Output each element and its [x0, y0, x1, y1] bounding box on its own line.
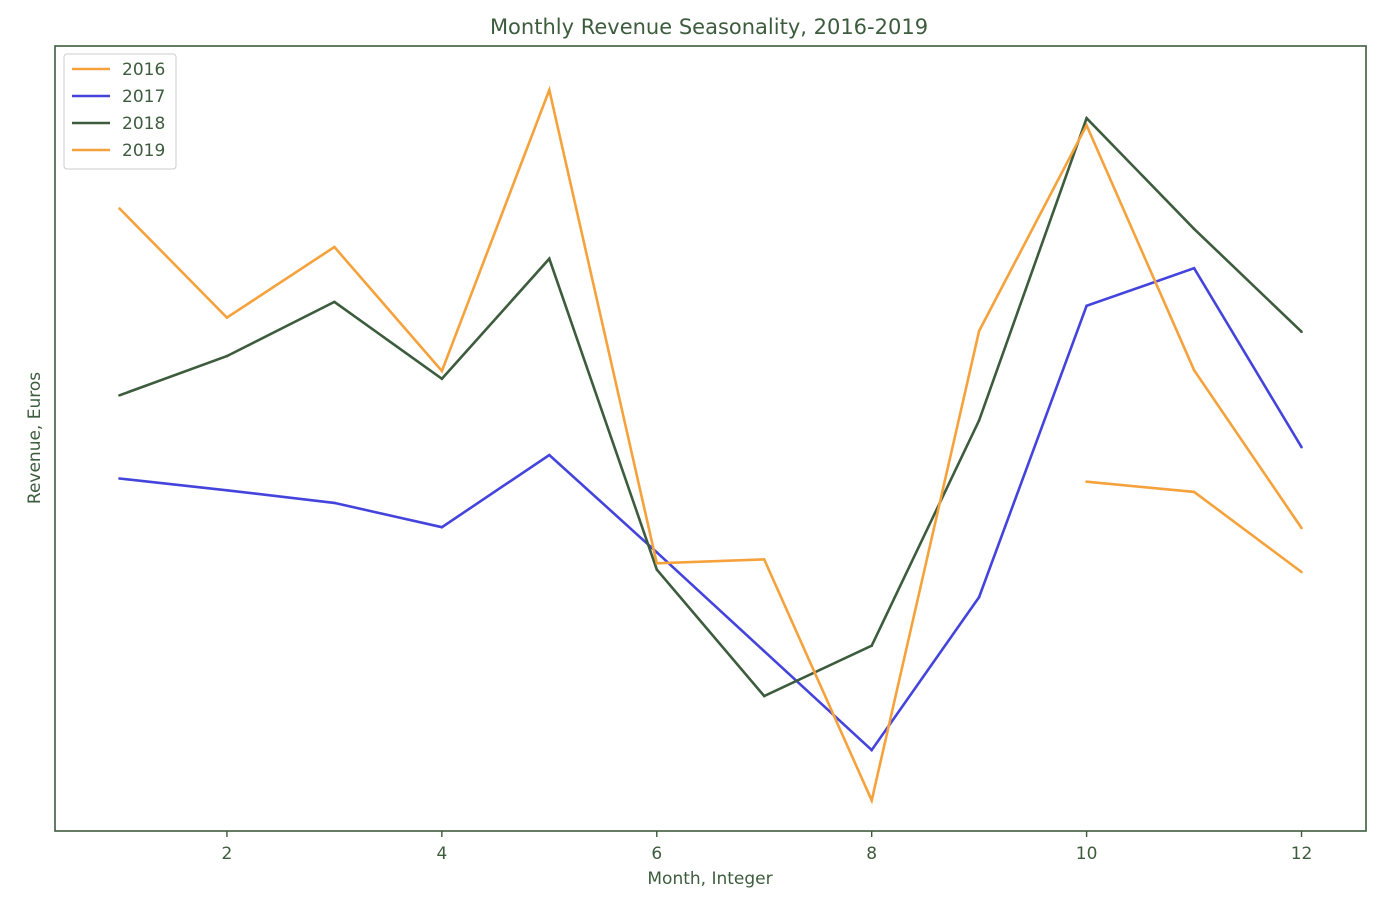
- data-point-2019-m4: [440, 369, 444, 373]
- x-tick-label-8: 8: [866, 844, 877, 864]
- data-point-2018-m5: [548, 257, 551, 261]
- data-point-2018-m10: [1085, 116, 1088, 120]
- data-point-2018-m9: [977, 419, 981, 422]
- x-tick-label-4: 4: [436, 844, 447, 864]
- data-point-2017-m4: [440, 525, 444, 529]
- legend-box: [63, 53, 177, 170]
- data-point-2019-m2: [225, 316, 229, 319]
- data-point-2019-m11: [1192, 368, 1196, 372]
- data-point-2016-m11: [1192, 490, 1196, 494]
- series-line-2019: [118, 85, 1303, 805]
- series-line-2018: [119, 115, 1303, 698]
- legend: 2016 2017 2018 2019: [63, 53, 177, 170]
- data-point-2019-m1: [118, 207, 121, 210]
- data-point-2017-m12: [1300, 445, 1303, 449]
- data-point-2019-m3: [333, 245, 336, 249]
- legend-label-2017: 2017: [122, 87, 165, 107]
- data-point-2019-m8: [870, 799, 873, 802]
- legend-label-2016: 2016: [122, 60, 165, 80]
- y-axis-label: Revenue, Euros: [25, 372, 45, 504]
- chart-title: Monthly Revenue Seasonality, 2016-2019: [490, 15, 928, 39]
- series-line-2017: [119, 266, 1303, 753]
- legend-label-2019: 2019: [122, 141, 165, 161]
- data-point-2019-m7: [762, 558, 766, 561]
- x-tick-label-2: 2: [222, 844, 233, 864]
- data-point-2019-m10: [1085, 124, 1088, 127]
- data-point-2017-m9: [977, 595, 981, 599]
- data-point-2018-m12: [1300, 330, 1303, 334]
- data-point-2018-m7: [762, 694, 766, 698]
- x-axis-ticks: 2 4 6 8 10 12: [222, 831, 1313, 864]
- data-point-2016-m12: [1300, 570, 1303, 574]
- data-point-2019-m12: [1300, 526, 1303, 530]
- data-point-2017-m5: [548, 453, 551, 457]
- data-point-2017-m10: [1085, 304, 1088, 308]
- data-point-2017-m2: [225, 489, 229, 492]
- x-axis-label: Month, Integer: [647, 869, 772, 889]
- data-point-2017-m1: [118, 477, 121, 480]
- data-point-2018-m8: [870, 644, 873, 647]
- data-point-2019-m6: [655, 562, 659, 565]
- data-point-2018-m3: [333, 300, 336, 304]
- plot-lines: [118, 85, 1303, 805]
- data-point-2016-m10: [1085, 480, 1088, 484]
- data-point-2019-m9: [977, 329, 981, 333]
- data-point-2017-m8: [870, 748, 873, 752]
- data-point-2017-m11: [1192, 266, 1196, 270]
- series-line-2016: [1086, 480, 1303, 574]
- x-tick-label-10: 10: [1076, 844, 1098, 864]
- plot-frame: [54, 45, 1367, 832]
- data-point-2017-m7: [762, 649, 766, 653]
- data-point-2017-m6: [655, 551, 659, 554]
- data-point-2017-m3: [333, 501, 336, 505]
- x-tick-label-12: 12: [1291, 844, 1313, 864]
- data-point-2018-m6: [655, 568, 659, 571]
- data-point-2018-m2: [225, 354, 229, 358]
- data-point-2018-m4: [440, 377, 444, 381]
- data-point-2018-m11: [1192, 227, 1196, 231]
- data-point-2019-m5: [548, 88, 551, 92]
- legend-label-2018: 2018: [122, 114, 165, 134]
- x-tick-label-6: 6: [651, 844, 662, 864]
- data-point-2018-m1: [118, 394, 121, 397]
